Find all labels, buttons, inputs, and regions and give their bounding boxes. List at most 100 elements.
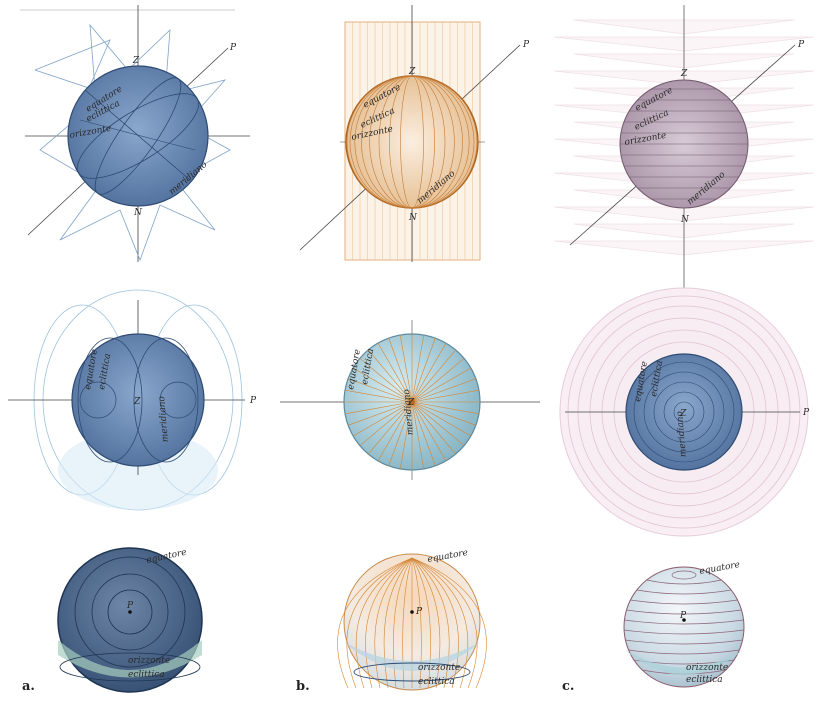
label-p-a3: P bbox=[126, 601, 134, 611]
caption-a: a. bbox=[22, 679, 35, 694]
panel-a-middle: P Z equatore eclittica meridiano bbox=[8, 289, 257, 511]
panel-c-top: Z N P equatore eclittica orizzonte merid… bbox=[553, 5, 815, 290]
radial-meridian bbox=[411, 401, 477, 426]
globe-meridian bbox=[411, 557, 459, 689]
label-p-a2: P bbox=[249, 396, 257, 406]
radial-meridian bbox=[411, 401, 480, 415]
radial-meridian bbox=[411, 358, 465, 403]
radial-meridian bbox=[388, 401, 413, 467]
label-z-b2: Z bbox=[407, 398, 415, 408]
radial-meridian bbox=[352, 401, 413, 437]
panel-c-bottom: P equatore orizzonte eclittica c. bbox=[562, 560, 745, 694]
label-z-c2: Z bbox=[679, 409, 687, 419]
radial-meridian bbox=[399, 334, 413, 403]
globe-meridian bbox=[383, 557, 413, 689]
label-p-b3: P bbox=[415, 607, 423, 617]
label-meridiano-b2: meridiano bbox=[402, 388, 416, 436]
globe-meridian bbox=[337, 557, 413, 689]
label-p-c3: P bbox=[679, 611, 687, 621]
globe-meridian bbox=[411, 557, 431, 689]
label-meridiano-a2: meridiano bbox=[157, 395, 171, 443]
radial-meridian bbox=[411, 337, 436, 403]
label-orizzonte-b3: orizzonte bbox=[418, 663, 460, 673]
globe-latitude bbox=[646, 579, 722, 585]
radial-meridian bbox=[368, 401, 413, 455]
label-n-c1: N bbox=[680, 215, 690, 225]
globe-meridian bbox=[374, 557, 413, 689]
globe-meridian bbox=[365, 557, 413, 689]
radial-meridian bbox=[411, 389, 480, 403]
radial-meridian bbox=[377, 342, 413, 403]
label-equatore-c3: equatore bbox=[699, 560, 741, 577]
label-z-a2: Z bbox=[133, 397, 141, 407]
radial-meridian bbox=[411, 334, 425, 403]
radial-meridian bbox=[411, 401, 447, 462]
radial-meridian bbox=[377, 401, 413, 462]
label-meridiano-c2: meridiano bbox=[675, 410, 689, 458]
panel-b-middle: Z equatore eclittica meridiano bbox=[280, 320, 540, 480]
radial-meridian bbox=[347, 378, 413, 403]
inner-ring bbox=[643, 371, 725, 453]
label-nadir: N bbox=[133, 208, 143, 218]
label-p-c2: P bbox=[802, 408, 810, 418]
label-n-b1: N bbox=[408, 213, 418, 223]
panel-b-top: Z N P equatore eclittica orizzonte merid… bbox=[299, 5, 530, 262]
label-zenith: Z bbox=[132, 56, 140, 66]
radial-meridian bbox=[411, 367, 472, 403]
radial-meridian bbox=[388, 337, 413, 403]
radial-meridian bbox=[359, 401, 413, 446]
panel-c-middle: Z P equatore eclittica meridiano bbox=[559, 287, 810, 537]
label-p-c1: P bbox=[797, 40, 805, 50]
label-z-b1: Z bbox=[408, 67, 416, 77]
radial-meridian bbox=[411, 342, 447, 403]
globe-latitude bbox=[626, 609, 742, 615]
radial-meridian bbox=[411, 378, 477, 403]
caption-c: c. bbox=[562, 679, 574, 694]
globe-latitude bbox=[625, 639, 743, 645]
panel-a-bottom: P equatore orizzonte eclittica a. bbox=[22, 547, 203, 694]
radial-meridian bbox=[411, 401, 425, 470]
meridian-curve bbox=[400, 75, 424, 209]
radial-meridian bbox=[344, 401, 413, 415]
radial-meridian bbox=[347, 401, 413, 426]
inner-ring bbox=[673, 401, 695, 423]
globe-meridian bbox=[411, 557, 478, 689]
polar-cap bbox=[671, 570, 697, 580]
radial-meridian bbox=[359, 358, 413, 403]
radial-meridian bbox=[411, 349, 456, 403]
globe-latitude bbox=[636, 589, 732, 595]
radial-meridian bbox=[411, 401, 456, 455]
globe-meridian bbox=[411, 557, 441, 689]
radial-meridian bbox=[411, 401, 436, 467]
panel-a-top: Z N P equatore eclittica orizzonte merid… bbox=[20, 5, 250, 262]
globe-meridian bbox=[393, 557, 413, 689]
label-equatore-b3: equatore bbox=[427, 548, 469, 565]
caption-b: b. bbox=[296, 679, 310, 694]
label-p: P bbox=[229, 43, 237, 53]
inner-ring bbox=[663, 391, 705, 433]
globe-latitude bbox=[624, 619, 744, 625]
radial-meridian bbox=[368, 349, 413, 403]
globe-latitude bbox=[628, 649, 740, 655]
globe-meridian bbox=[411, 557, 450, 689]
radial-meridian bbox=[411, 401, 465, 446]
label-eclittica-b3: eclittica bbox=[418, 677, 455, 687]
label-eclittica-c3: eclittica bbox=[686, 675, 723, 685]
globe-latitude bbox=[630, 599, 738, 605]
radial-meridian bbox=[344, 389, 413, 403]
label-orizzonte-a3: orizzonte bbox=[128, 656, 170, 666]
globe-latitude bbox=[624, 629, 744, 635]
globe-meridian bbox=[411, 557, 487, 689]
inner-ring bbox=[653, 381, 715, 443]
label-eclittica-a3: eclittica bbox=[128, 670, 165, 680]
radial-meridian bbox=[352, 367, 413, 403]
label-orizzonte-c3: orizzonte bbox=[686, 663, 728, 673]
panel-b-bottom: P equatore orizzonte eclittica b. bbox=[296, 548, 487, 694]
globe-meridian bbox=[346, 557, 413, 689]
radial-meridian bbox=[411, 401, 472, 437]
inner-ring bbox=[633, 361, 735, 463]
label-p-b1: P bbox=[522, 40, 530, 50]
label-z-c1: Z bbox=[680, 69, 688, 79]
radial-meridian bbox=[399, 401, 413, 470]
